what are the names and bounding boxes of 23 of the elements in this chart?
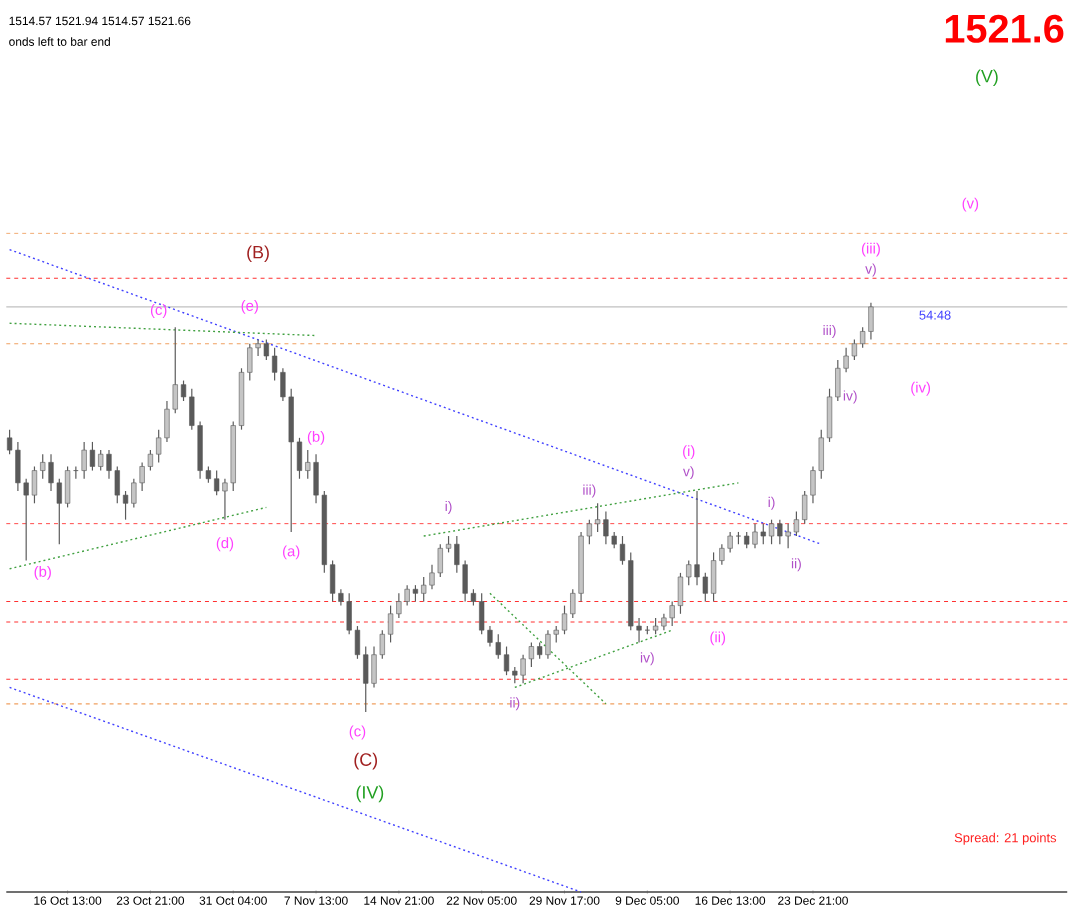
text: (IV) xyxy=(356,785,384,803)
text: 1521.6 xyxy=(945,14,1064,43)
candlestick xyxy=(15,441,21,492)
candlestick xyxy=(31,465,38,504)
candlestick xyxy=(503,645,510,676)
candlestick xyxy=(520,654,526,685)
candlestick xyxy=(694,490,700,586)
candlestick xyxy=(768,519,775,545)
candlestick xyxy=(710,551,717,603)
candlestick xyxy=(727,531,733,554)
candlestick xyxy=(545,629,551,660)
candlestick xyxy=(777,519,783,545)
candlestick xyxy=(81,441,87,480)
candlestick xyxy=(677,572,684,615)
candlestick xyxy=(404,584,410,607)
text: (C) xyxy=(354,752,378,770)
candlestick xyxy=(89,441,96,472)
text: (B) xyxy=(247,245,269,263)
candlestick xyxy=(64,465,71,509)
candlestick xyxy=(603,510,609,545)
candlestick xyxy=(785,523,791,549)
text: (V) xyxy=(976,69,998,87)
candlestick xyxy=(752,523,758,549)
